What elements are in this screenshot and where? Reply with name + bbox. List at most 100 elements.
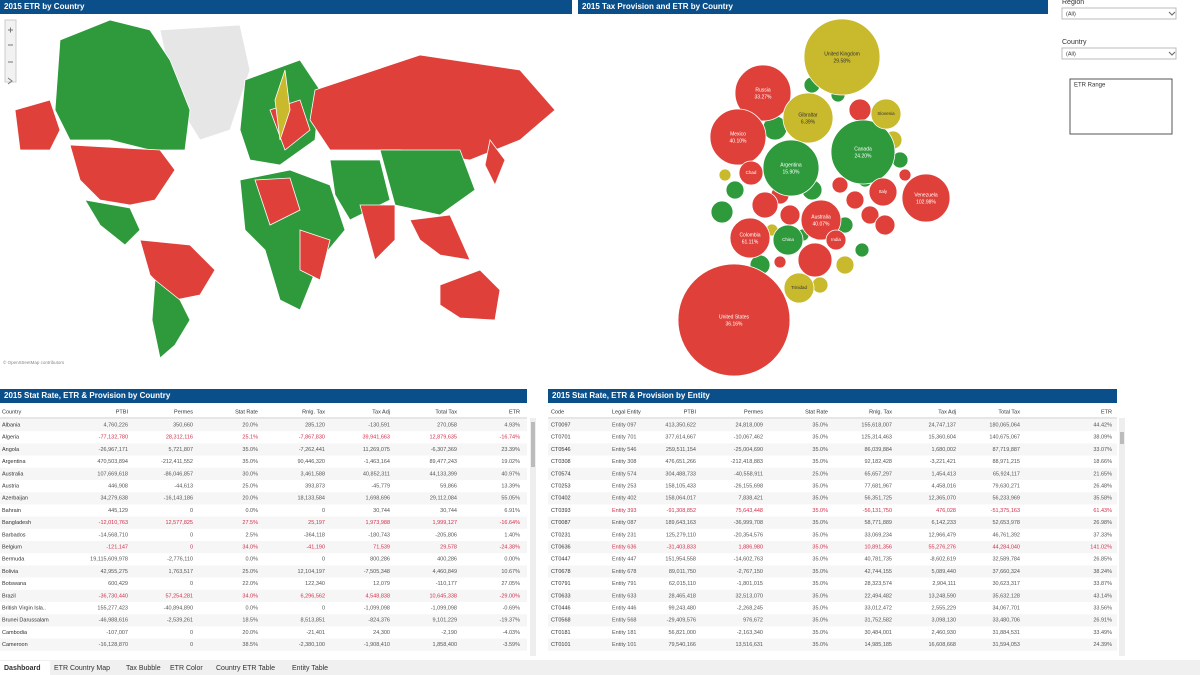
tab[interactable]: Entity Table bbox=[292, 665, 328, 672]
table-cell: 6,296,562 bbox=[301, 593, 325, 599]
table-cell: 4,760,226 bbox=[104, 422, 128, 428]
legend-title: ETR Range bbox=[1074, 83, 1106, 89]
table-cell: 56,351,725 bbox=[864, 496, 892, 502]
filter-label: Region bbox=[1062, 0, 1084, 6]
scroll-thumb[interactable] bbox=[531, 422, 535, 467]
table-cell: 44.42% bbox=[1093, 422, 1112, 428]
bubble bbox=[677, 263, 791, 377]
bubble-label: China bbox=[782, 237, 794, 242]
scrollbar[interactable] bbox=[530, 418, 536, 656]
dropdown-value[interactable]: (All) bbox=[1066, 11, 1076, 17]
table-cell: 28,323,574 bbox=[864, 581, 892, 587]
table-cell: 62,015,110 bbox=[669, 581, 696, 587]
table-cell: 19.02% bbox=[501, 459, 520, 465]
table-cell: 4.93% bbox=[504, 422, 520, 428]
table-cell: Austria bbox=[2, 483, 20, 489]
title-bar bbox=[578, 0, 1048, 14]
table-cell: -7,262,441 bbox=[299, 447, 325, 453]
table-cell: 140,675,067 bbox=[989, 435, 1020, 441]
table-cell: 2.5% bbox=[245, 532, 258, 538]
table-cell: 29,578 bbox=[440, 544, 457, 550]
column-header: Tax Adj bbox=[938, 409, 956, 415]
table-cell: Bahrain bbox=[2, 508, 21, 514]
table-cell: 9,101,229 bbox=[433, 618, 457, 624]
row-band bbox=[0, 541, 527, 554]
bubble bbox=[779, 204, 801, 226]
table-cell: Bangladesh bbox=[2, 520, 31, 526]
map-controls[interactable] bbox=[4, 19, 17, 85]
tab[interactable]: Tax Bubble bbox=[126, 665, 161, 672]
table-cell: 377,614,667 bbox=[665, 435, 696, 441]
table-cell: CT0097 bbox=[551, 422, 571, 428]
table-cell: 65,657,297 bbox=[864, 471, 892, 477]
table-cell: 976,672 bbox=[743, 618, 763, 624]
table-cell: CT0568 bbox=[551, 618, 571, 624]
dropdown[interactable] bbox=[1061, 47, 1177, 60]
table-cell: 470,503,894 bbox=[97, 459, 128, 465]
bubble-label: Canada bbox=[854, 146, 872, 152]
table-cell: 56,821,000 bbox=[668, 630, 696, 636]
table-cell: 22,494,482 bbox=[864, 593, 892, 599]
tab[interactable]: ETR Country Map bbox=[54, 665, 110, 672]
table-cell: Entity 446 bbox=[612, 605, 636, 611]
table-cell: 2,555,229 bbox=[932, 605, 956, 611]
scrollbar[interactable] bbox=[1119, 418, 1125, 656]
table-cell: 0.0% bbox=[245, 508, 258, 514]
table-cell: Entity 791 bbox=[612, 581, 636, 587]
panel-title: 2015 Stat Rate, ETR & Provision by Entit… bbox=[552, 391, 710, 400]
table-cell: 0 bbox=[190, 544, 193, 550]
column-header: Permes bbox=[744, 409, 763, 415]
dropdown[interactable] bbox=[1061, 7, 1177, 20]
tab[interactable]: ETR Color bbox=[170, 665, 203, 672]
scroll-thumb[interactable] bbox=[1120, 432, 1124, 444]
table-cell: -1,099,098 bbox=[431, 605, 457, 611]
table-cell: 35,632,128 bbox=[992, 593, 1020, 599]
dropdown-value[interactable]: (All) bbox=[1066, 51, 1076, 57]
table-cell: 14,985,185 bbox=[864, 642, 892, 648]
bubble-value: 40.07% bbox=[813, 221, 831, 227]
table-cell: -21,401 bbox=[306, 630, 325, 636]
table-cell: Cameroon bbox=[2, 642, 28, 648]
table-cell: 39,941,663 bbox=[362, 435, 390, 441]
table-cell: 122,340 bbox=[305, 581, 325, 587]
table-cell: 34,279,638 bbox=[100, 496, 128, 502]
table-cell: 18.66% bbox=[1093, 459, 1112, 465]
table-cell: 58,771,889 bbox=[864, 520, 892, 526]
table-cell: 35.0% bbox=[812, 435, 828, 441]
table-cell: 27.5% bbox=[242, 520, 258, 526]
table-cell: 2,460,930 bbox=[932, 630, 956, 636]
table-cell: Argentina bbox=[2, 459, 26, 465]
bubble-label: Gibraltar bbox=[798, 112, 818, 118]
table-cell: British Virgin Isla.. bbox=[2, 605, 46, 611]
table-cell: 30.0% bbox=[242, 471, 258, 477]
table-cell: -1,801,015 bbox=[737, 581, 763, 587]
table-cell: 800,286 bbox=[370, 557, 390, 563]
table-cell: -26,967,171 bbox=[99, 447, 128, 453]
table-cell: 33,069,234 bbox=[864, 532, 892, 538]
table-cell: 24.39% bbox=[1093, 642, 1112, 648]
column-header: Tax Adj bbox=[372, 409, 390, 415]
table-cell: -24.38% bbox=[500, 544, 521, 550]
table-cell: 20.0% bbox=[242, 422, 258, 428]
title-bar bbox=[0, 389, 527, 403]
active-tab[interactable] bbox=[0, 661, 50, 675]
table-cell: CT0087 bbox=[551, 520, 571, 526]
table-cell: -46,988,616 bbox=[99, 618, 128, 624]
table-cell: 35.0% bbox=[242, 447, 258, 453]
table-cell: 71,539 bbox=[373, 544, 390, 550]
table-cell: 0.0% bbox=[245, 605, 258, 611]
table-cell: 30,484,001 bbox=[864, 630, 892, 636]
table-cell: -7,505,348 bbox=[364, 569, 390, 575]
table-cell: -1,463,164 bbox=[364, 459, 390, 465]
table-cell: CT0633 bbox=[551, 593, 571, 599]
table-cell: CT0636 bbox=[551, 544, 571, 550]
table-cell: 0 bbox=[190, 630, 193, 636]
tab[interactable]: Dashboard bbox=[4, 665, 41, 672]
bubble bbox=[898, 168, 912, 182]
tab-bar bbox=[0, 660, 1200, 675]
tab[interactable]: Country ETR Table bbox=[216, 665, 275, 672]
table-cell: 35.0% bbox=[242, 459, 258, 465]
bubble-label: India bbox=[831, 237, 841, 242]
table-cell: CT0791 bbox=[551, 581, 571, 587]
